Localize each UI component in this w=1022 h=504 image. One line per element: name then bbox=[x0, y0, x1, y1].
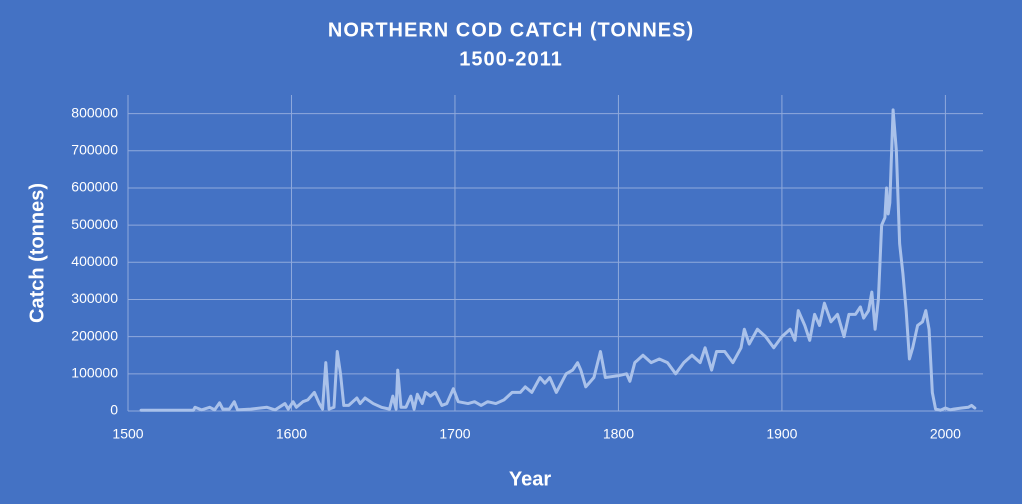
y-axis-title: Catch (tonnes) bbox=[26, 183, 48, 323]
chart-subtitle: 1500-2011 bbox=[459, 48, 563, 70]
y-tick-label: 100000 bbox=[71, 365, 118, 381]
y-tick-label: 400000 bbox=[71, 253, 118, 269]
y-tick-label: 0 bbox=[110, 402, 118, 418]
y-tick-label: 300000 bbox=[71, 290, 118, 306]
y-tick-label: 200000 bbox=[71, 327, 118, 343]
y-tick-label: 800000 bbox=[71, 104, 118, 120]
x-tick-label: 1800 bbox=[603, 426, 634, 442]
x-tick-label: 1700 bbox=[439, 426, 470, 442]
data-line bbox=[139, 108, 977, 412]
y-tick-label: 600000 bbox=[71, 179, 118, 195]
x-axis-title: Year bbox=[509, 468, 551, 490]
x-tick-label: 2000 bbox=[930, 426, 961, 442]
x-tick-label: 1900 bbox=[766, 426, 797, 442]
x-tick-label: 1600 bbox=[276, 426, 307, 442]
y-tick-label: 700000 bbox=[71, 141, 118, 157]
x-tick-label: 1500 bbox=[112, 426, 143, 442]
y-tick-label: 500000 bbox=[71, 216, 118, 232]
chart-title: NORTHERN COD CATCH (TONNES) bbox=[328, 19, 694, 41]
